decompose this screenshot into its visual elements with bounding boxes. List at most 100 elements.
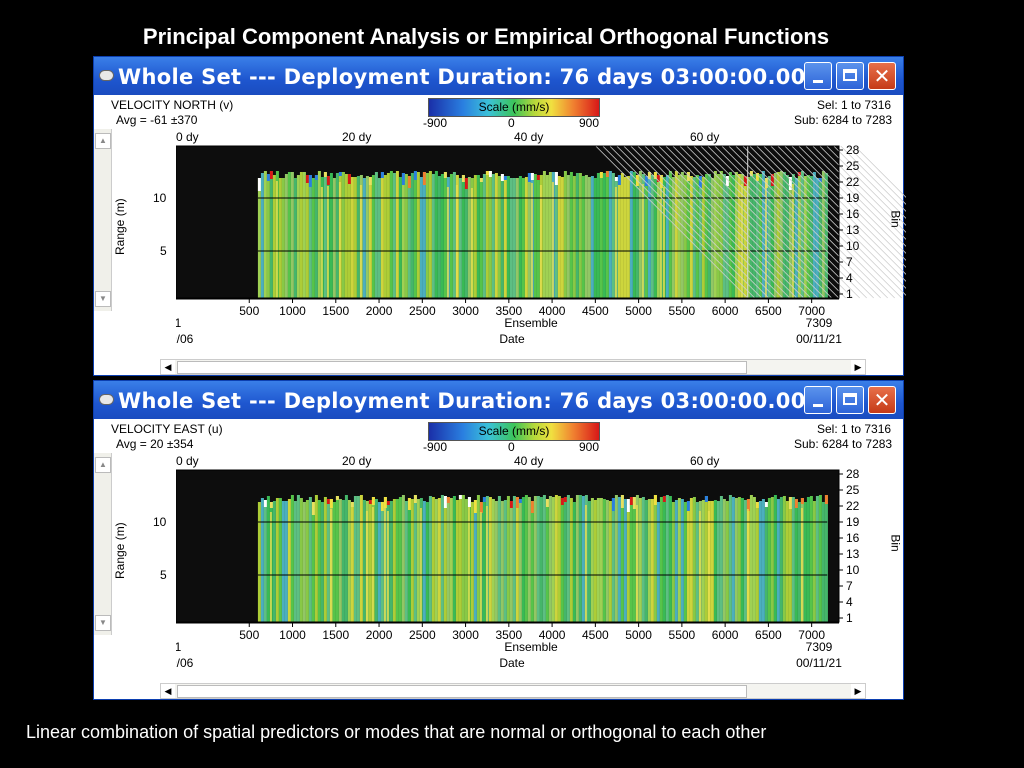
data-column [419, 177, 423, 298]
data-column [368, 500, 372, 622]
data-column-streak [662, 187, 665, 298]
data-column-streak [329, 509, 332, 622]
horizontal-scrollbar[interactable]: ◀ ▶ [160, 359, 866, 375]
data-column [272, 501, 276, 622]
scroll-up-arrow[interactable]: ▲ [95, 457, 111, 473]
data-column [296, 175, 300, 298]
data-column [416, 172, 420, 298]
vertical-scrollbar[interactable]: ▲ ▼ [94, 129, 112, 311]
close-button[interactable]: ✕ [868, 386, 896, 414]
vertical-scrollbar[interactable]: ▲ ▼ [94, 453, 112, 635]
data-column [527, 497, 531, 622]
data-column [488, 171, 492, 298]
scroll-left-arrow[interactable]: ◀ [161, 360, 175, 374]
hatch-line [728, 145, 881, 299]
data-column [581, 496, 585, 622]
data-column [533, 496, 537, 622]
data-column [704, 496, 708, 622]
hatch-line [630, 145, 783, 299]
minimize-button[interactable] [804, 386, 832, 414]
scroll-thumb[interactable] [177, 361, 747, 374]
data-column [491, 499, 495, 622]
bin-tick-label: 4 [846, 271, 853, 285]
data-column [755, 502, 759, 622]
data-column [821, 502, 825, 622]
data-column [674, 171, 678, 298]
range-axis-label: Range (m) [113, 198, 127, 255]
data-column-streak [539, 185, 542, 298]
velocity-plot[interactable]: 500 1000 1500 2000 2500 3000 3500 4000 4500 5000 5… [144, 143, 1007, 362]
data-cell-highlight [467, 497, 471, 507]
ensemble-tick-label: 5500 [669, 304, 696, 318]
horizontal-scrollbar[interactable]: ◀ ▶ [160, 683, 866, 699]
scroll-right-arrow[interactable]: ▶ [851, 360, 865, 374]
data-column [734, 498, 738, 622]
scroll-right-arrow[interactable]: ▶ [851, 684, 865, 698]
data-column [692, 497, 696, 622]
data-column [797, 502, 801, 622]
data-column [533, 174, 537, 298]
data-cell-highlight [488, 171, 492, 177]
data-column [557, 496, 561, 622]
data-column [593, 500, 597, 622]
scroll-down-arrow[interactable]: ▼ [95, 615, 111, 631]
ensemble-tick-label: 5500 [669, 628, 696, 642]
data-cell-highlight [620, 495, 624, 508]
window-titlebar[interactable]: Whole Set --- Deployment Duration: 76 da… [94, 381, 903, 419]
data-cell-highlight [422, 172, 426, 185]
ensemble-tick-label: 3500 [495, 628, 522, 642]
bin-tick-label: 16 [846, 207, 860, 221]
data-cell-highlight [797, 172, 801, 176]
maximize-button[interactable] [836, 62, 864, 90]
data-column-streak [419, 508, 422, 622]
ensemble-tick-label: 3000 [452, 628, 479, 642]
data-column [482, 497, 486, 622]
data-column [431, 174, 435, 298]
scale-tick-max: 900 [579, 116, 600, 130]
data-column [362, 178, 366, 298]
data-column [713, 500, 717, 622]
hatch-line [658, 145, 811, 299]
data-column-streak [275, 181, 278, 298]
data-column [632, 497, 636, 622]
data-column [512, 496, 516, 622]
data-column [518, 176, 522, 298]
minimize-button[interactable] [804, 62, 832, 90]
scroll-thumb[interactable] [177, 685, 747, 698]
data-column [263, 171, 267, 298]
data-column [554, 495, 558, 622]
data-column [515, 178, 519, 298]
data-column-streak [365, 511, 368, 622]
velocity-plot[interactable]: 500 1000 1500 2000 2500 3000 3500 4000 4500 5000 5… [144, 467, 906, 686]
scroll-up-arrow[interactable]: ▲ [95, 133, 111, 149]
data-cell-highlight [500, 174, 504, 181]
data-cell-highlight [386, 501, 390, 505]
data-column [389, 501, 393, 622]
data-column [542, 495, 546, 622]
data-column [443, 172, 447, 298]
data-column [626, 176, 630, 298]
data-cell-highlight [530, 501, 534, 513]
scroll-down-arrow[interactable]: ▼ [95, 291, 111, 307]
day-tick-label: 40 dy [514, 130, 544, 144]
data-column [713, 171, 717, 298]
data-cell-highlight [626, 499, 630, 512]
close-button[interactable]: ✕ [868, 62, 896, 90]
data-column [458, 178, 462, 298]
hatch-line [609, 145, 762, 299]
data-column [602, 499, 606, 622]
data-column-streak [485, 506, 488, 622]
data-column [353, 496, 357, 622]
data-column [617, 175, 621, 298]
window-titlebar[interactable]: Whole Set --- Deployment Duration: 76 da… [94, 57, 903, 95]
data-column [767, 498, 771, 622]
data-cell-highlight [326, 499, 330, 504]
data-column [710, 501, 714, 622]
data-column [344, 495, 348, 622]
data-column [809, 496, 813, 622]
data-column [749, 171, 753, 298]
data-column [554, 172, 558, 298]
scroll-left-arrow[interactable]: ◀ [161, 684, 175, 698]
hatch-line [700, 145, 853, 299]
maximize-button[interactable] [836, 386, 864, 414]
